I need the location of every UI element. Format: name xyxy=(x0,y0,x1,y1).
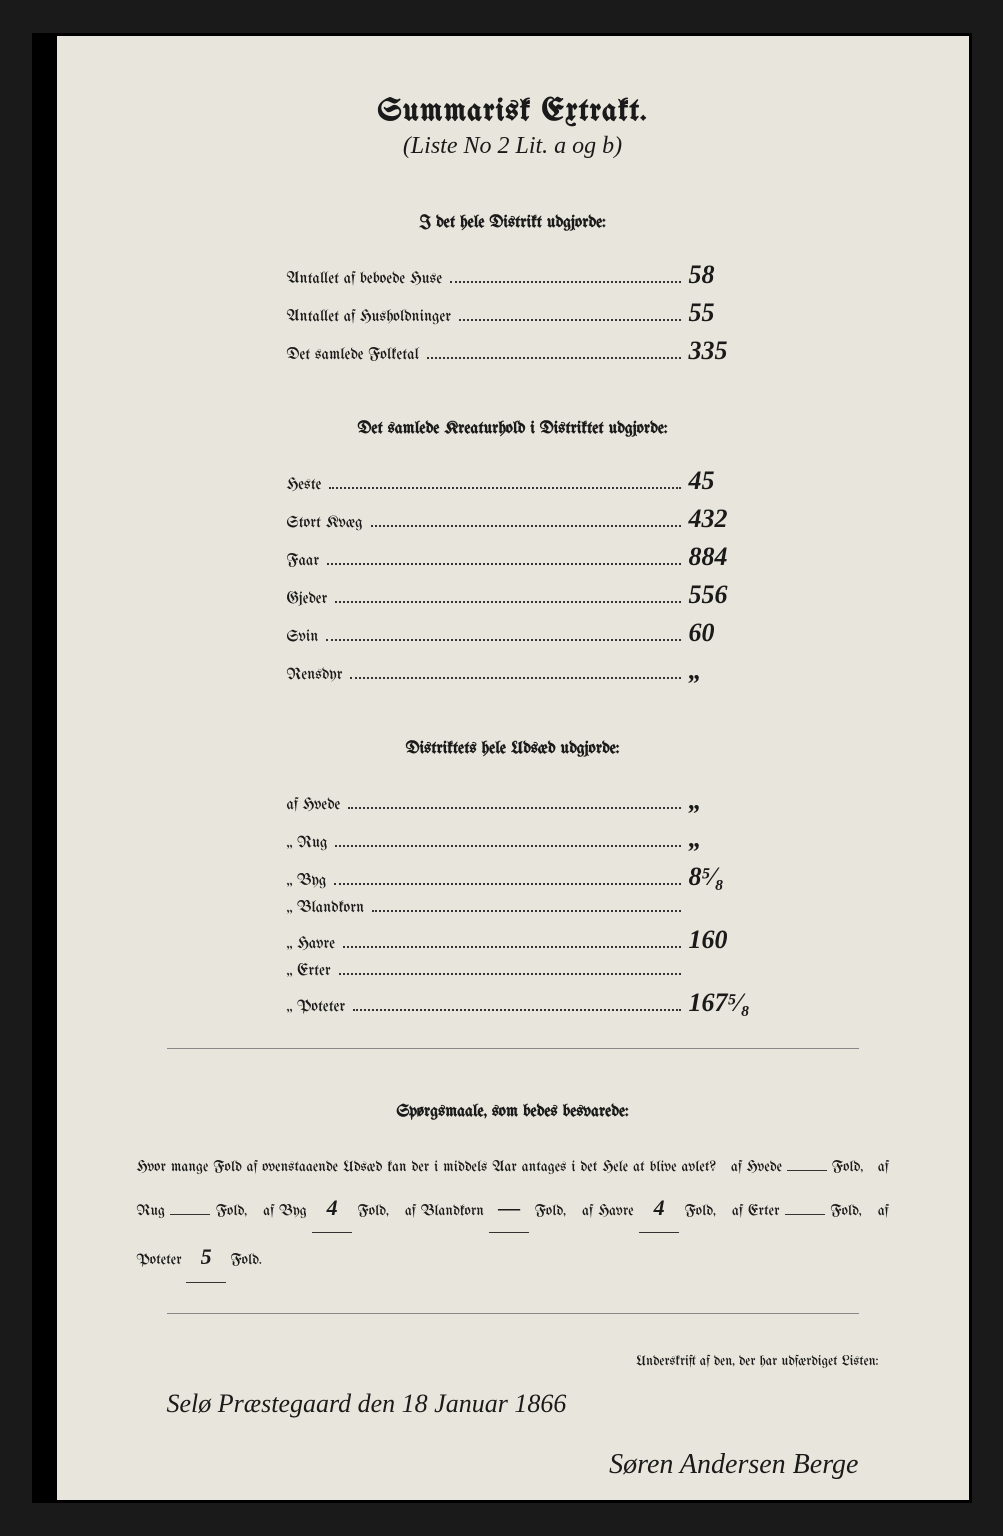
row-value: 556 xyxy=(689,580,759,610)
document-page: Summarisk Extrakt. (Liste No 2 Lit. a og… xyxy=(32,33,972,1503)
q-part-value: — xyxy=(489,1184,529,1233)
row-value: 167⁵⁄₈ xyxy=(689,988,759,1018)
row-label: Stort Kvæg xyxy=(287,515,363,532)
data-row: Rensdyr „ xyxy=(287,656,759,686)
leader-dots xyxy=(350,677,680,679)
signature: Søren Andersen Berge xyxy=(107,1449,859,1481)
page-subtitle: (Liste No 2 Lit. a og b) xyxy=(107,133,919,160)
data-row: Faar 884 xyxy=(287,542,759,572)
data-row: „ Rug „ xyxy=(287,824,759,854)
data-row: af Hvede „ xyxy=(287,786,759,816)
title-block: Summarisk Extrakt. (Liste No 2 Lit. a og… xyxy=(107,96,919,160)
leader-dots xyxy=(335,601,680,603)
row-value: 8⁵⁄₈ xyxy=(689,862,759,892)
leader-dots xyxy=(327,563,680,565)
data-row: Svin 60 xyxy=(287,618,759,648)
leader-dots xyxy=(334,883,680,885)
questions-lead: Hvor mange Fold af ovenstaaende Udsæd ka… xyxy=(137,1159,717,1175)
row-value: 884 xyxy=(689,542,759,572)
data-row: Heste 45 xyxy=(287,466,759,496)
row-label: „ Blandkorn xyxy=(287,900,365,917)
row-value: 55 xyxy=(689,298,759,328)
section2-heading: Det samlede Kreaturhold i Distriktet udg… xyxy=(107,421,919,438)
data-row: „ Byg 8⁵⁄₈ xyxy=(287,862,759,892)
row-value: 60 xyxy=(689,618,759,648)
leader-dots xyxy=(353,1009,680,1011)
leader-dots xyxy=(326,639,680,641)
data-row: Antallet af Husholdninger 55 xyxy=(287,298,759,328)
row-label: af Hvede xyxy=(287,797,341,814)
leader-dots xyxy=(427,357,681,359)
q-part-label: af Byg xyxy=(263,1203,306,1219)
q-part-label: af Blandkorn xyxy=(405,1203,484,1219)
divider xyxy=(167,1313,859,1314)
section1-rows: Antallet af beboede Huse 58 Antallet af … xyxy=(107,260,919,366)
place-date: Selø Præstegaard den 18 Januar 1866 xyxy=(167,1389,919,1419)
q-part-label: af Hvede xyxy=(731,1159,782,1175)
data-row: Gjeder 556 xyxy=(287,580,759,610)
row-value: 335 xyxy=(689,336,759,366)
row-value: „ xyxy=(689,824,759,854)
divider xyxy=(167,1048,859,1049)
section3-rows: af Hvede „ „ Rug „ „ Byg 8⁵⁄₈ „ Blandkorn „… xyxy=(107,786,919,1018)
questions-block: Hvor mange Fold af ovenstaaende Udsæd ka… xyxy=(137,1151,889,1283)
data-row: Antallet af beboede Huse 58 xyxy=(287,260,759,290)
section3-heading: Distriktets hele Udsæd udgjorde: xyxy=(107,741,919,758)
q-part-value: 4 xyxy=(312,1184,352,1233)
row-label: „ Poteter xyxy=(287,999,346,1016)
q-part-suffix: Fold, xyxy=(832,1159,863,1175)
row-label: Faar xyxy=(287,553,320,570)
data-row: „ Poteter 167⁵⁄₈ xyxy=(287,988,759,1018)
questions-heading: Spørgsmaale, som bedes besvarede: xyxy=(107,1104,919,1121)
page-title: Summarisk Extrakt. xyxy=(107,96,919,129)
q-part-value: 4 xyxy=(639,1184,679,1233)
row-label: Antallet af Husholdninger xyxy=(287,309,452,326)
q-part-label: af Erter xyxy=(732,1203,779,1219)
leader-dots xyxy=(348,807,680,809)
row-label: Heste xyxy=(287,477,322,494)
signature-heading: Underskrift af den, der har udfærdiget L… xyxy=(107,1354,879,1369)
row-label: „ Erter xyxy=(287,963,331,980)
leader-dots xyxy=(343,946,680,948)
data-row: „ Blandkorn xyxy=(287,900,759,917)
q-part-suffix: Fold, xyxy=(685,1203,716,1219)
leader-dots xyxy=(339,973,681,975)
data-row: „ Erter xyxy=(287,963,759,980)
row-label: Gjeder xyxy=(287,591,328,608)
row-value: 45 xyxy=(689,466,759,496)
q-part-suffix: Fold, xyxy=(535,1203,566,1219)
section2-rows: Heste45 Stort Kvæg432 Faar884 Gjeder556 … xyxy=(107,466,919,686)
leader-dots xyxy=(372,910,680,912)
row-value: „ xyxy=(689,786,759,816)
row-value: 58 xyxy=(689,260,759,290)
section1-heading: I det hele Distrikt udgjorde: xyxy=(107,215,919,232)
q-part-value xyxy=(787,1170,827,1171)
row-label: Rensdyr xyxy=(287,667,343,684)
row-value: „ xyxy=(689,656,759,686)
row-label: „ Byg xyxy=(287,873,327,890)
row-value: 160 xyxy=(689,925,759,955)
leader-dots xyxy=(459,319,680,321)
row-label: „ Rug xyxy=(287,835,328,852)
q-part-suffix: Fold, xyxy=(358,1203,389,1219)
row-label: Det samlede Folketal xyxy=(287,347,419,364)
leader-dots xyxy=(450,281,680,283)
q-part-label: af Havre xyxy=(582,1203,634,1219)
row-value: 432 xyxy=(689,504,759,534)
q-part-value xyxy=(785,1214,825,1215)
q-part-suffix: Fold. xyxy=(230,1252,261,1268)
leader-dots xyxy=(371,525,681,527)
q-part-suffix: Fold, xyxy=(216,1203,247,1219)
leader-dots xyxy=(329,487,680,489)
data-row: Det samlede Folketal 335 xyxy=(287,336,759,366)
data-row: Stort Kvæg 432 xyxy=(287,504,759,534)
row-label: Svin xyxy=(287,629,319,646)
data-row: „ Havre 160 xyxy=(287,925,759,955)
leader-dots xyxy=(335,845,680,847)
q-part-value: 5 xyxy=(186,1233,226,1282)
row-label: Antallet af beboede Huse xyxy=(287,271,443,288)
q-part-suffix: Fold, xyxy=(830,1203,861,1219)
q-part-value xyxy=(170,1214,210,1215)
row-label: „ Havre xyxy=(287,936,336,953)
